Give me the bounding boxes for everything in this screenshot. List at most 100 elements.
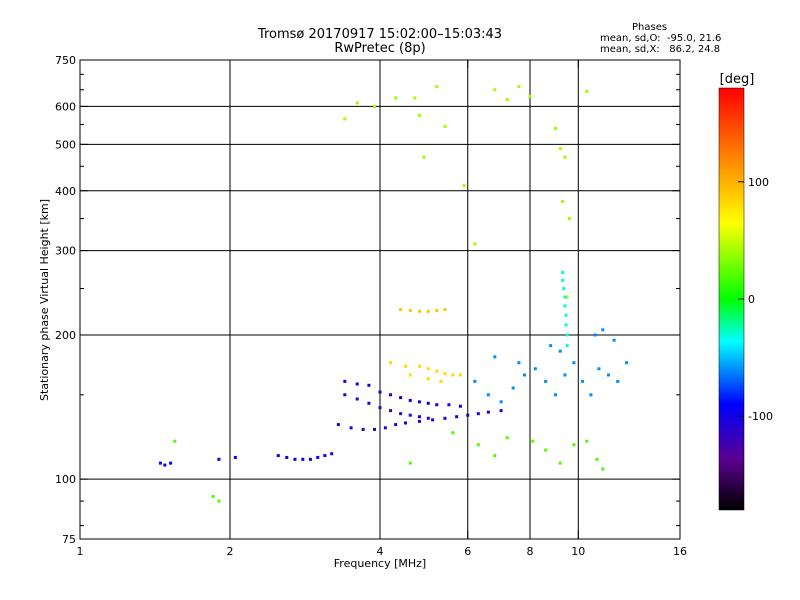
data-point [431, 418, 435, 422]
data-point [426, 367, 430, 371]
data-point [408, 398, 412, 402]
y-tick-label: 400 [55, 185, 76, 198]
y-tick-label: 600 [55, 100, 76, 113]
data-point [601, 467, 605, 471]
data-point [413, 96, 417, 100]
data-point [435, 85, 439, 89]
data-point [361, 427, 365, 431]
data-point [399, 396, 403, 400]
data-point [572, 361, 576, 365]
data-point [389, 393, 393, 397]
colorbar-ticks: 100 0 -100 [738, 176, 773, 423]
y-tick-label: 750 [55, 54, 76, 67]
data-point [567, 217, 571, 221]
data-point [301, 457, 305, 461]
data-point [349, 426, 353, 430]
x-tick-label: 16 [673, 545, 687, 558]
data-point [565, 333, 569, 337]
y-tick-label: 200 [55, 329, 76, 342]
data-point [476, 443, 480, 447]
data-point [399, 412, 403, 416]
data-point [169, 461, 173, 465]
data-point [367, 383, 371, 387]
data-point [408, 413, 412, 417]
data-point [563, 373, 567, 377]
data-point [408, 373, 412, 377]
data-point [285, 455, 289, 459]
data-point [343, 393, 347, 397]
x-axis-label: Frequency [MHz] [334, 557, 426, 570]
data-point [462, 184, 466, 188]
data-point [173, 439, 177, 443]
data-point [553, 393, 557, 397]
data-point [533, 367, 537, 371]
data-point [389, 409, 393, 413]
data-point [601, 328, 605, 332]
y-tick-label: 300 [55, 245, 76, 258]
data-point [585, 439, 589, 443]
data-point [355, 101, 359, 105]
data-point [558, 147, 562, 151]
data-point [426, 309, 430, 313]
data-point [323, 454, 327, 458]
y-axis-label: Stationary phase Virtual Height [km] [38, 199, 51, 401]
data-point [417, 400, 421, 404]
data-point [408, 461, 412, 465]
data-point [394, 423, 398, 427]
data-point [563, 295, 567, 299]
data-point [158, 461, 162, 465]
data-point [564, 313, 568, 317]
data-point [558, 461, 562, 465]
data-point [217, 457, 221, 461]
data-point [581, 379, 585, 383]
x-tick-label: 10 [571, 545, 585, 558]
data-point [486, 410, 490, 414]
data-point [451, 373, 455, 377]
data-point [466, 413, 470, 417]
data-point [373, 427, 377, 431]
data-point [612, 338, 616, 342]
phase-o-stats: mean, sd,O: -95.0, 21.6 [600, 33, 722, 44]
data-point [616, 379, 620, 383]
data-point [443, 416, 447, 420]
y-tick-label: 75 [62, 533, 76, 546]
y-tick-label: 100 [55, 473, 76, 486]
data-point [426, 416, 430, 420]
data-point [233, 455, 237, 459]
data-point [443, 124, 447, 128]
colorbar-label: [deg] [720, 72, 755, 87]
data-point [426, 401, 430, 405]
data-point [394, 96, 398, 100]
data-point [589, 393, 593, 397]
data-point [343, 379, 347, 383]
data-point [562, 287, 566, 291]
data-point [403, 364, 407, 368]
data-point [293, 457, 297, 461]
data-point [544, 379, 548, 383]
data-point [607, 373, 611, 377]
data-point [565, 295, 569, 299]
data-point [389, 361, 393, 365]
data-point [417, 364, 421, 368]
data-point [417, 309, 421, 313]
data-point [443, 372, 447, 376]
data-point [561, 278, 565, 282]
data-point [383, 426, 387, 430]
x-tick-label: 4 [377, 545, 384, 558]
data-point [517, 361, 521, 365]
grid [80, 60, 680, 539]
data-point [336, 423, 340, 427]
colorbar-tick-label: 100 [748, 176, 769, 189]
data-point [435, 403, 439, 407]
data-point [549, 344, 553, 348]
data-point [486, 393, 490, 397]
data-point [565, 344, 569, 348]
data-point [473, 242, 477, 246]
x-tick-label: 1 [77, 545, 84, 558]
data-point [517, 85, 521, 89]
data-point [563, 304, 567, 308]
data-point [511, 386, 515, 390]
data-point [597, 367, 601, 371]
y-axis: 75 100 200 300 400 500 600 750 [55, 54, 680, 546]
data-point [447, 403, 451, 407]
